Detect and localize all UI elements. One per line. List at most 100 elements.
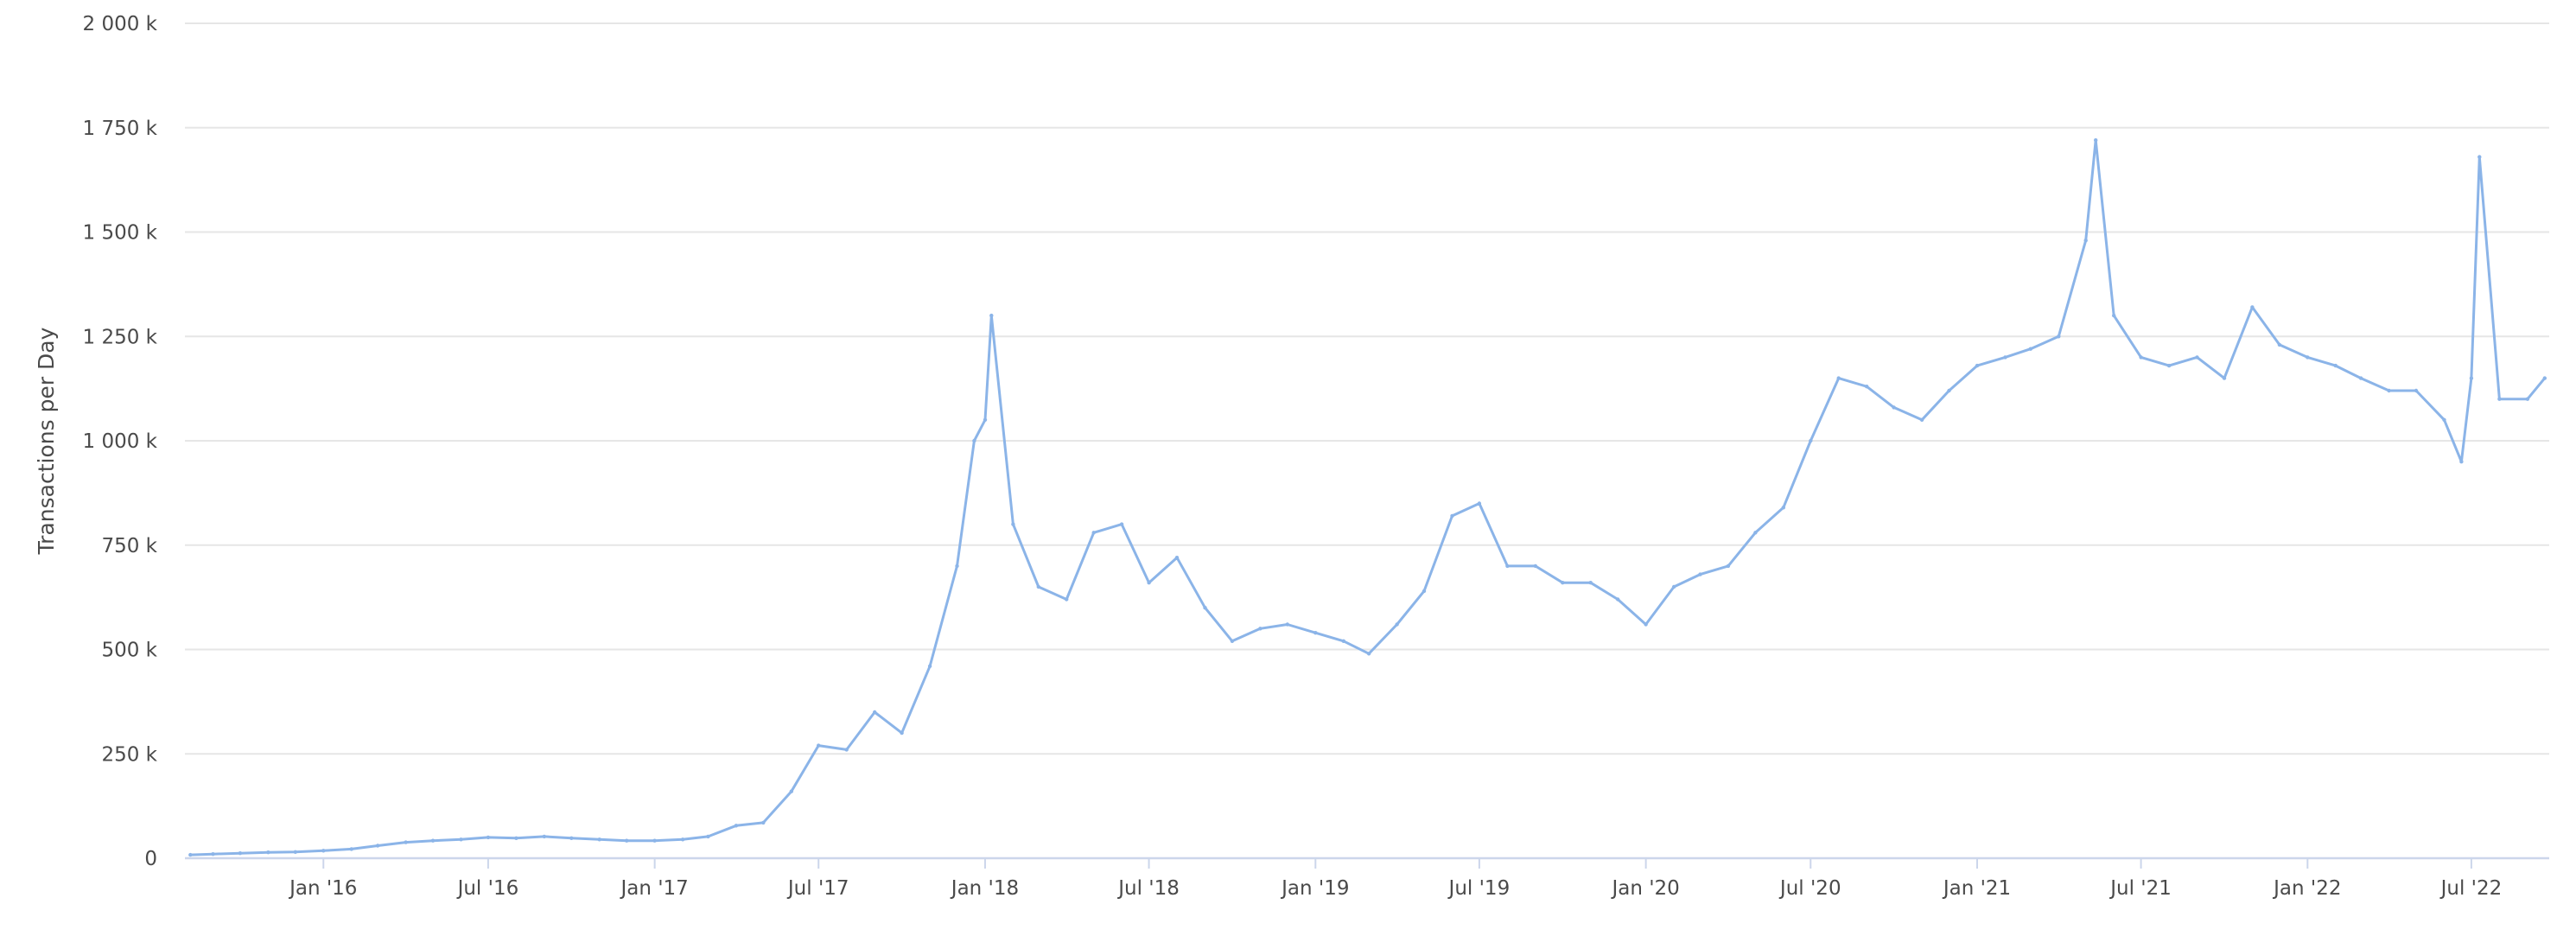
data-point	[430, 838, 436, 843]
data-point	[2166, 363, 2172, 368]
y-tick-label: 750 k	[101, 535, 157, 557]
data-point	[789, 789, 793, 793]
data-point	[706, 834, 710, 839]
data-point	[1203, 606, 1207, 610]
data-point	[486, 835, 491, 840]
data-point	[625, 838, 629, 843]
data-point	[927, 664, 932, 668]
data-point	[2094, 138, 2098, 143]
data-point	[1781, 506, 1785, 510]
data-point	[1616, 597, 1620, 602]
x-tick-label: Jul '20	[1778, 877, 1841, 900]
data-point	[2277, 342, 2282, 347]
data-point	[1561, 581, 1565, 585]
data-point	[211, 852, 215, 856]
data-point	[1285, 622, 1290, 627]
data-point	[1533, 564, 1538, 569]
y-tick-label: 0	[144, 848, 157, 870]
data-point	[1174, 556, 1180, 560]
data-point	[1588, 581, 1593, 585]
data-point	[1091, 531, 1096, 535]
data-point	[2222, 376, 2227, 380]
data-point	[873, 710, 877, 715]
data-point	[1477, 501, 1482, 506]
data-point	[2497, 397, 2502, 401]
data-point	[2057, 334, 2061, 339]
data-point	[1341, 639, 1346, 643]
data-point	[1671, 584, 1676, 589]
data-point	[1644, 622, 1648, 627]
data-point	[900, 730, 904, 735]
x-tick-label: Jan '16	[288, 877, 357, 900]
data-point	[2542, 376, 2547, 380]
data-point	[2083, 239, 2088, 243]
x-tick-label: Jan '21	[1942, 877, 2011, 900]
data-point	[1258, 627, 1263, 631]
data-point	[238, 851, 243, 856]
data-point	[1947, 388, 1951, 393]
data-point	[1147, 581, 1151, 585]
data-point	[404, 840, 408, 844]
data-point	[375, 844, 380, 848]
y-tick-label: 1 250 k	[83, 326, 158, 348]
y-axis-title: Transactions per Day	[34, 327, 59, 555]
data-point	[761, 820, 766, 825]
series-layer	[188, 138, 2547, 857]
data-point	[1919, 417, 1924, 422]
data-point	[1892, 405, 1896, 410]
data-point	[2387, 388, 2391, 393]
data-point	[1395, 622, 1399, 627]
data-point	[2358, 376, 2363, 380]
data-point	[1975, 363, 1980, 368]
data-point	[321, 849, 326, 853]
data-point	[1809, 438, 1813, 443]
data-point	[2003, 355, 2007, 360]
data-point	[1036, 584, 1041, 589]
data-point	[1836, 376, 1841, 380]
data-point	[188, 852, 193, 857]
data-point	[1366, 652, 1371, 656]
data-point	[2442, 417, 2446, 422]
data-point	[817, 743, 821, 748]
data-point	[597, 837, 601, 842]
data-point	[2306, 355, 2310, 360]
data-point	[652, 838, 657, 843]
data-point	[2477, 155, 2482, 159]
data-point	[1011, 522, 1015, 526]
gridlines	[185, 22, 2549, 755]
data-point	[680, 837, 685, 842]
y-tick-label: 500 k	[101, 640, 157, 662]
x-tick-label: Jan '20	[1610, 877, 1679, 900]
data-point	[2195, 355, 2199, 360]
x-tick-label: Jan '22	[2272, 877, 2341, 900]
data-point	[2469, 376, 2474, 380]
x-tick-label: Jul '19	[1447, 877, 1511, 900]
x-tick-label: Jul '21	[2109, 877, 2172, 900]
y-tick-label: 1 500 k	[83, 222, 158, 245]
data-point	[1119, 522, 1124, 526]
data-point	[1726, 564, 1731, 569]
data-point	[1698, 572, 1702, 576]
data-point	[983, 417, 988, 422]
data-point	[1450, 513, 1454, 519]
y-tick-label: 250 k	[101, 743, 157, 766]
series-0	[188, 138, 2547, 857]
data-point	[2333, 363, 2337, 368]
data-point	[349, 847, 353, 851]
data-point	[1065, 597, 1069, 602]
data-point	[2139, 355, 2143, 360]
x-tick-label: Jul '17	[786, 877, 849, 900]
data-point	[1230, 639, 1235, 643]
data-point	[2525, 397, 2530, 401]
data-point	[569, 836, 574, 840]
data-point	[972, 438, 976, 443]
data-point	[955, 564, 959, 569]
data-point	[2028, 347, 2032, 351]
data-point	[514, 836, 518, 840]
data-point	[2459, 460, 2464, 464]
x-tick-label: Jan '18	[950, 877, 1019, 900]
data-point	[1865, 385, 1869, 389]
y-tick-label: 1 000 k	[83, 430, 158, 453]
data-point	[2112, 313, 2116, 318]
